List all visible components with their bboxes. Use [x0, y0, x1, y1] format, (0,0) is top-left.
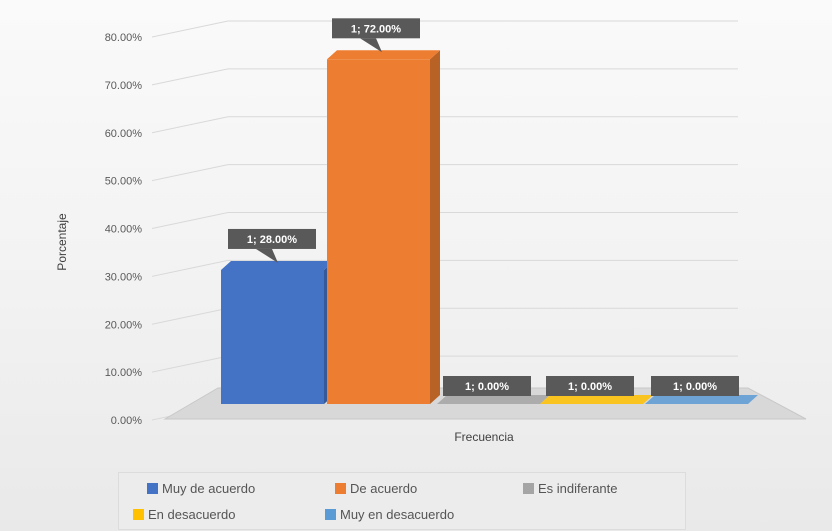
y-tick-label: 40.00%: [105, 224, 143, 236]
gridline-diagonal: [151, 164, 229, 182]
y-tick-label: 50.00%: [105, 176, 143, 188]
data-label: 1; 0.00%: [546, 376, 634, 396]
bar: [221, 260, 334, 404]
y-tick-label: 80.00%: [105, 32, 143, 44]
legend-swatch: [133, 509, 144, 520]
bar: [645, 395, 758, 404]
y-tick-label: 20.00%: [105, 319, 143, 331]
data-label-text: 1; 0.00%: [465, 381, 509, 393]
legend-item: De acuerdo: [335, 481, 417, 496]
bar: [327, 50, 440, 405]
legend-label: En desacuerdo: [148, 507, 236, 522]
bar: [540, 395, 653, 404]
legend-item: Muy en desacuerdo: [325, 507, 454, 522]
bar-side: [430, 50, 440, 405]
legend-swatch: [147, 483, 158, 494]
y-tick-label: 30.00%: [105, 271, 143, 283]
gridline-diagonal: [151, 355, 229, 373]
gridline-diagonal: [151, 212, 229, 229]
bar-zero: [645, 395, 758, 404]
data-label-box: [228, 228, 316, 249]
y-tick-label: 60.00%: [105, 128, 143, 140]
legend-item: Es indiferante: [523, 481, 618, 496]
legend-label: De acuerdo: [350, 481, 418, 496]
bar-top: [327, 50, 440, 60]
data-label: 1; 72.00%: [332, 18, 420, 53]
data-label-box: [546, 376, 634, 396]
gridline-diagonal: [151, 68, 229, 86]
data-label-text: 1; 0.00%: [673, 381, 717, 393]
bar-zero: [540, 395, 653, 404]
legend-label: Es indiferante: [538, 481, 618, 496]
bar-zero: [437, 395, 550, 404]
data-label: 1; 0.00%: [443, 376, 531, 396]
gridline-diagonal: [151, 307, 229, 325]
gridline-diagonal: [151, 20, 229, 38]
y-tick-label: 0.00%: [111, 415, 142, 427]
data-label-text: 1; 72.00%: [351, 23, 401, 35]
legend-swatch: [325, 509, 336, 520]
data-label-box: [443, 376, 531, 396]
data-label-layer: 1; 28.00% 1; 72.00% 1; 0.00% 1; 0.00% 1; 0.0…: [228, 18, 739, 396]
legend-swatch: [523, 483, 534, 494]
bar: [437, 395, 550, 404]
data-label-text: 1; 28.00%: [247, 234, 297, 246]
data-label-box: [332, 18, 420, 39]
data-label-box: [651, 376, 739, 396]
y-axis-title: Porcentaje: [55, 213, 69, 271]
data-label-text: 1; 0.00%: [568, 381, 612, 393]
bar-front: [221, 269, 324, 404]
gridline-diagonal: [151, 259, 229, 277]
data-label: 1; 28.00%: [228, 228, 316, 263]
gridline-diagonal: [151, 116, 229, 134]
legend-swatch: [335, 483, 346, 494]
legend-item: En desacuerdo: [133, 507, 235, 522]
bar-layer: [221, 50, 758, 405]
legend-item: Muy de acuerdo: [147, 481, 255, 496]
legend-label: Muy de acuerdo: [162, 481, 256, 496]
x-axis-title: Frecuencia: [454, 430, 514, 444]
bar-front: [327, 59, 430, 405]
y-tick-label: 70.00%: [105, 80, 143, 92]
data-label: 1; 0.00%: [651, 376, 739, 396]
grid-layer: 0.00% 10.00% 20.00% 30.00% 40.00% 50.00% 60.00…: [105, 20, 738, 427]
bar-top: [221, 260, 334, 270]
data-label-pointer: [360, 38, 382, 53]
legend-label: Muy en desacuerdo: [340, 507, 455, 522]
data-label-pointer: [256, 248, 278, 263]
legend: Muy de acuerdo De acuerdo Es indiferante En…: [118, 472, 686, 530]
y-tick-label: 10.00%: [105, 367, 143, 379]
